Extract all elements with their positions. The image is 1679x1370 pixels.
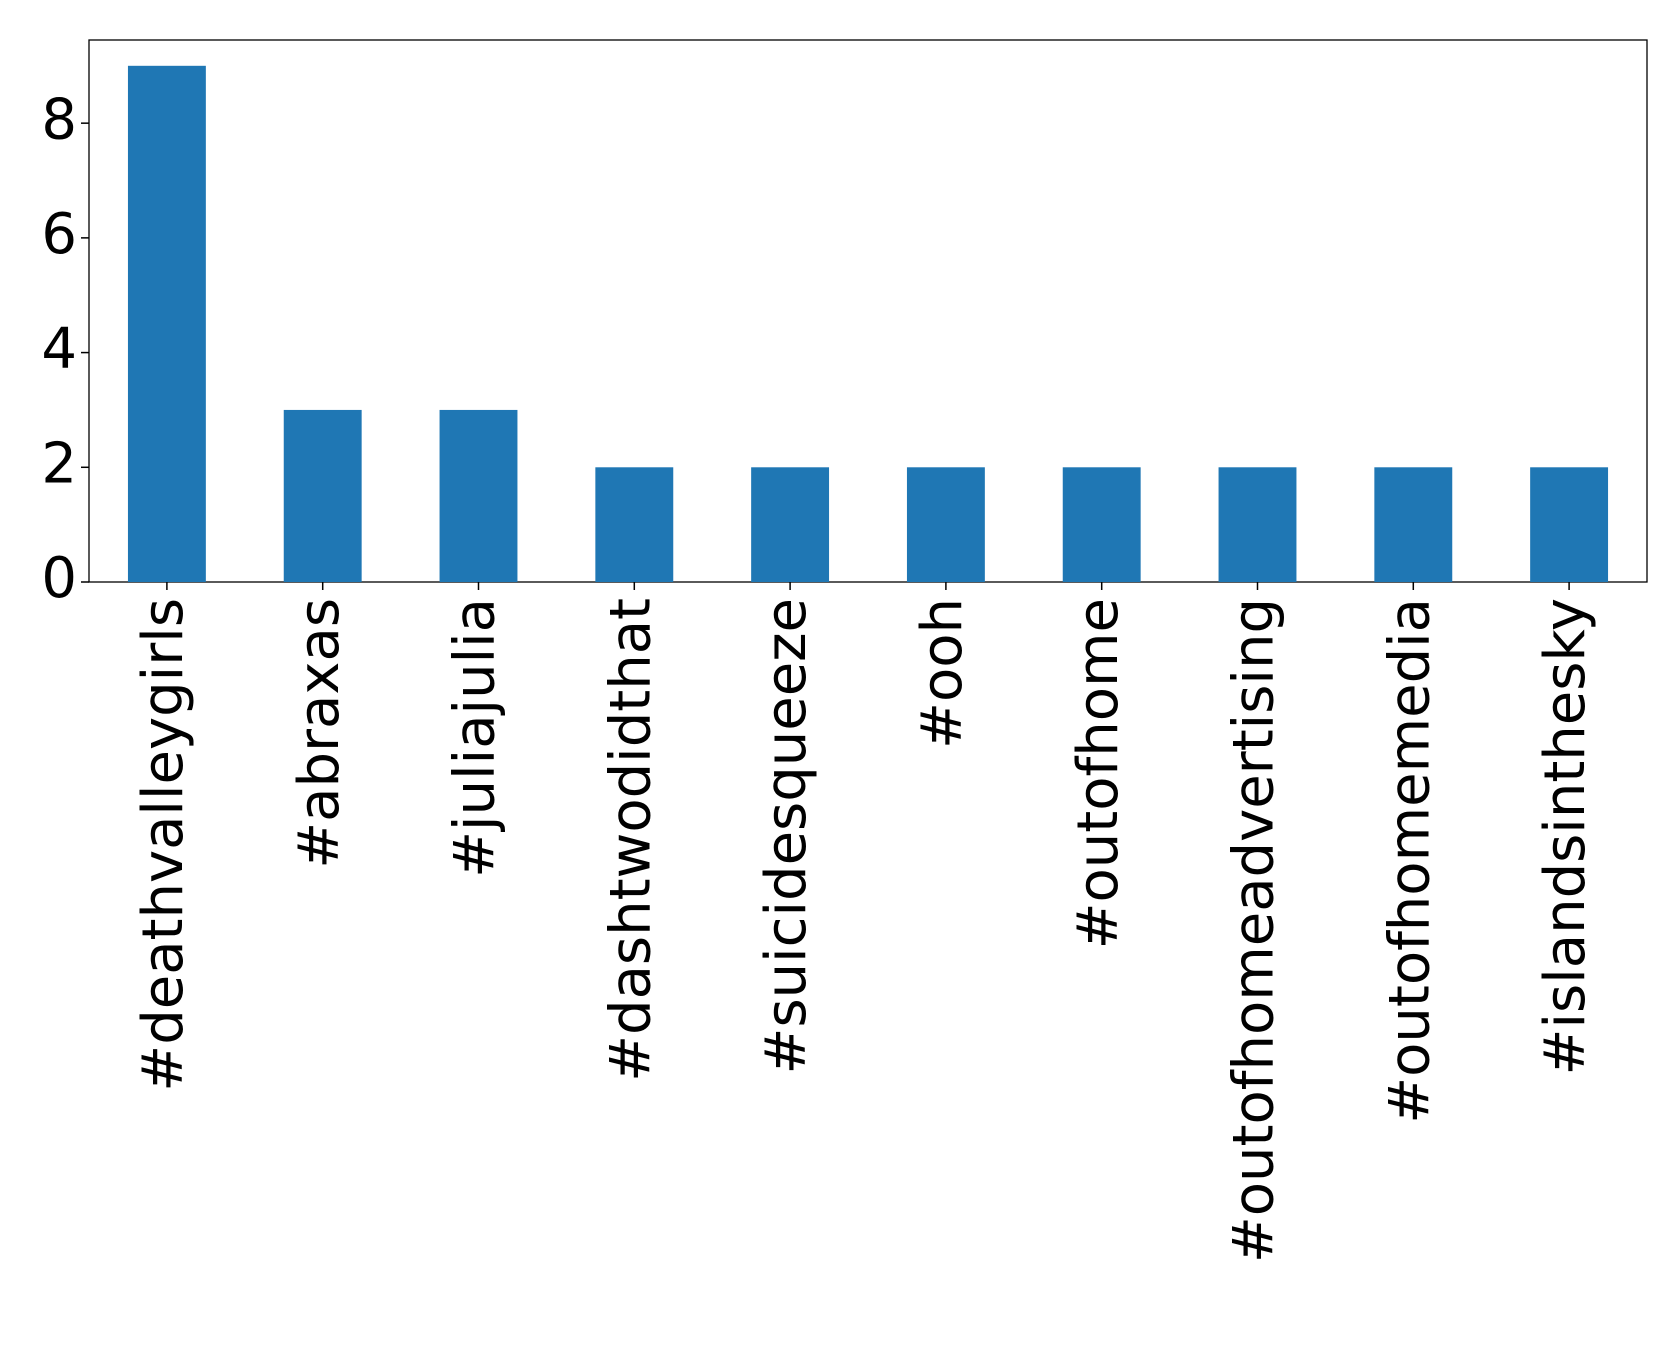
bar <box>751 467 830 582</box>
x-tick-label: #juliajulia <box>443 598 508 878</box>
bar <box>1062 467 1141 582</box>
bar <box>283 409 362 582</box>
bar <box>906 467 985 582</box>
x-tick-label: #dashtwodidthat <box>598 598 663 1082</box>
y-tick-label: 6 <box>41 202 77 267</box>
bar <box>439 409 518 582</box>
bar <box>1218 467 1297 582</box>
x-tick-label: #deathvalleygirls <box>131 598 196 1092</box>
bar <box>1374 467 1453 582</box>
plot-frame <box>88 39 1648 583</box>
y-tick-label: 2 <box>41 431 77 496</box>
x-tick-label: #outofhome <box>1066 598 1131 949</box>
bar <box>1530 467 1609 582</box>
x-tick-label: #outofhomeadvertising <box>1222 598 1287 1263</box>
y-tick-label: 4 <box>41 317 77 382</box>
bar <box>595 467 674 582</box>
bar <box>127 65 206 583</box>
x-tick-label: #suicidesqueeze <box>754 598 819 1074</box>
x-tick-label: #abraxas <box>287 598 352 869</box>
x-tick-label: #outofhomemedia <box>1377 598 1442 1124</box>
x-tick-label: #islandsinthesky <box>1533 598 1598 1075</box>
x-tick-label: #ooh <box>910 598 975 749</box>
y-tick-label: 0 <box>41 546 77 611</box>
y-tick-label: 8 <box>41 87 77 152</box>
